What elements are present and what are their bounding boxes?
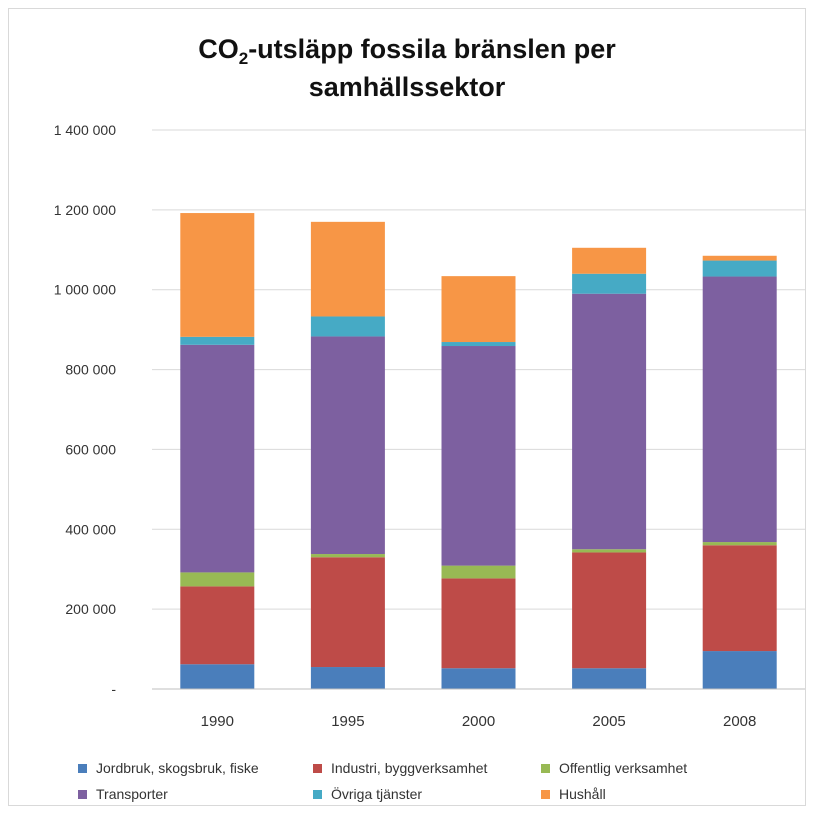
bar-segment: [310, 667, 385, 689]
y-tick-label: -: [111, 681, 116, 697]
legend-swatch: [313, 789, 322, 799]
bar-segment: [180, 572, 255, 587]
chart-title-rest: -utsläpp fossila bränslen per: [248, 34, 616, 64]
bar-segment: [180, 664, 255, 689]
bars: [180, 213, 777, 689]
legend-swatch: [313, 763, 322, 773]
legend-item: Industri, byggverksamhet: [313, 760, 541, 776]
legend-swatch: [541, 763, 550, 773]
bar-segment: [572, 273, 647, 294]
y-tick-label: 200 000: [65, 601, 116, 617]
bar-segment: [310, 554, 385, 558]
y-tick-label: 800 000: [65, 362, 116, 378]
legend: Jordbruk, skogsbruk, fiske Industri, bygg…: [78, 760, 778, 802]
legend-item: Hushåll: [541, 786, 778, 802]
legend-label: Jordbruk, skogsbruk, fiske: [96, 760, 259, 776]
bar-segment: [180, 213, 255, 337]
legend-label: Industri, byggverksamhet: [331, 760, 488, 776]
axis-labels: - 200 000 400 000 600 000 800 000 1 000 000 1 …: [54, 122, 757, 730]
y-tick-label: 1 200 000: [54, 202, 116, 218]
bar-segment: [441, 346, 516, 566]
legend-label: Hushåll: [559, 786, 606, 802]
legend-swatch: [541, 789, 550, 799]
chart-title-co: CO: [198, 34, 239, 64]
legend-item: Transporter: [78, 786, 313, 802]
y-tick-label: 1 400 000: [54, 122, 116, 138]
bar-segment: [180, 344, 255, 573]
bar-segment: [310, 221, 385, 317]
chart-area: [8, 8, 806, 806]
x-tick-label: 2005: [592, 713, 625, 730]
bar-segment: [441, 668, 516, 689]
chart-title-subscript: 2: [238, 49, 249, 68]
bar-segment: [702, 651, 777, 689]
bar-segment: [441, 342, 516, 347]
bar-segment: [702, 260, 777, 277]
x-tick-label: 1990: [201, 713, 234, 730]
bar-segment: [572, 552, 647, 669]
bar-segment: [572, 293, 647, 550]
bar-segment: [441, 276, 516, 343]
bar-segment: [702, 545, 777, 652]
bar-segment: [702, 542, 777, 546]
bar-segment: [441, 565, 516, 579]
bar-segment: [441, 578, 516, 669]
y-tick-label: 1 000 000: [54, 282, 116, 298]
bar-segment: [310, 316, 385, 337]
legend-swatch: [78, 763, 87, 773]
chart-title: CO2-utsläpp fossila bränslen per samhäll…: [0, 30, 814, 106]
chart-title-line-1: CO2-utsläpp fossila bränslen per: [0, 30, 814, 68]
bar-segment: [572, 247, 647, 274]
bar-segment: [572, 549, 647, 553]
bar-segment: [180, 586, 255, 665]
bar-segment: [702, 255, 777, 261]
bar-segment: [572, 668, 647, 689]
y-tick-label: 600 000: [65, 441, 116, 457]
legend-item: Jordbruk, skogsbruk, fiske: [78, 760, 313, 776]
bar-segment: [180, 336, 255, 345]
x-tick-label: 2000: [462, 713, 495, 730]
x-tick-label: 1995: [331, 713, 364, 730]
legend-label: Övriga tjänster: [331, 786, 423, 802]
bar-segment: [310, 557, 385, 668]
legend-item: Övriga tjänster: [313, 786, 541, 802]
legend-label: Offentlig verksamhet: [559, 760, 688, 776]
legend-swatch: [78, 789, 87, 799]
bar-segment: [310, 336, 385, 555]
chart-title-line-2: samhällssektor: [308, 72, 506, 102]
legend-item: Offentlig verksamhet: [541, 760, 778, 776]
legend-label: Transporter: [96, 786, 168, 802]
bar-segment: [702, 276, 777, 543]
y-tick-label: 400 000: [65, 521, 116, 537]
x-tick-label: 2008: [723, 713, 756, 730]
